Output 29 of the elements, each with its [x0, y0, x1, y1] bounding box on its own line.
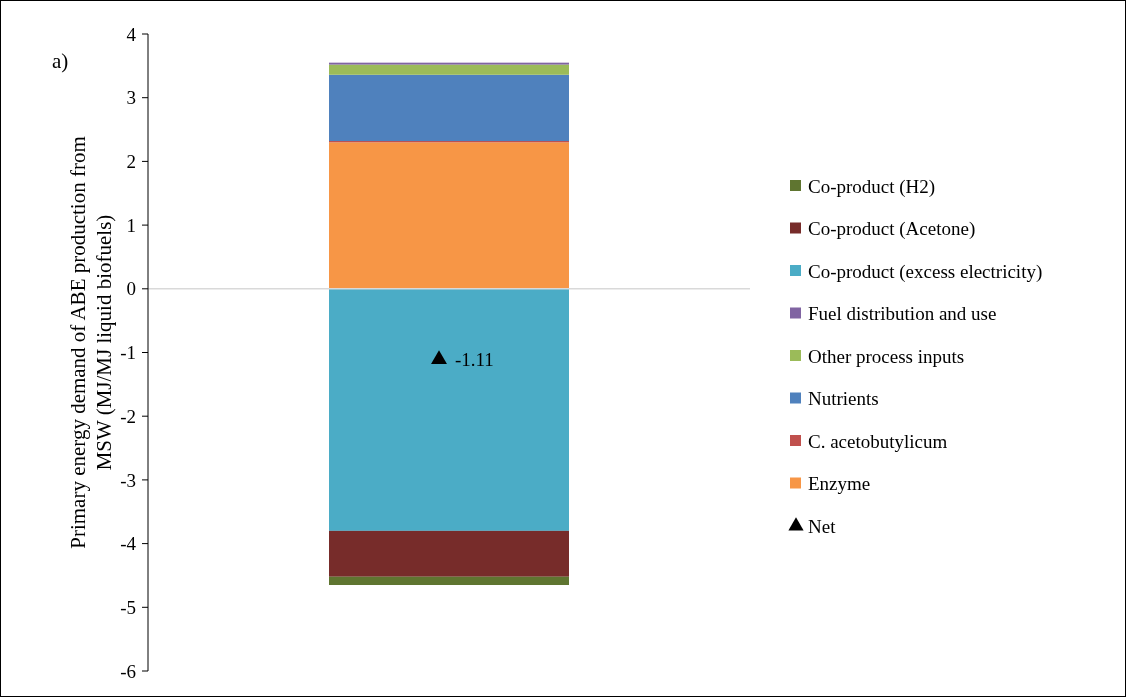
y-tick-label: -4 [120, 533, 137, 555]
legend-label: Enzyme [808, 473, 871, 495]
legend-label: Co-product (H2) [808, 175, 936, 198]
bar [329, 142, 569, 289]
legend-label: Nutrients [808, 388, 879, 410]
legend-label: Co-product (Acetone) [808, 218, 976, 241]
bar [329, 576, 569, 586]
data-label: -1.11 [455, 349, 494, 371]
y-tick-label: 3 [126, 87, 136, 109]
bar [329, 74, 569, 142]
y-tick-label: 4 [126, 23, 137, 45]
y-tick-label: 1 [126, 214, 136, 236]
text: a) [52, 49, 69, 73]
legend-label: Co-product (excess electricity) [808, 260, 1043, 283]
y-tick-label: -6 [120, 660, 136, 682]
y-tick-label: -1 [120, 342, 136, 364]
bar [329, 288, 569, 531]
y-tick-label: -5 [120, 596, 136, 618]
legend-label: Net [808, 515, 837, 537]
legend-label: Other process inputs [808, 345, 965, 367]
y-tick-label: -2 [120, 405, 136, 427]
y-axis-title: Primary energy demand of ABE production from MSW (MJ/MJ liquid biofuels) [66, 136, 116, 549]
y-tick-label: -3 [120, 469, 136, 491]
y-tick-label: 0 [126, 278, 136, 300]
bar [329, 530, 569, 577]
legend-label: C. acetobutylicum [808, 430, 948, 452]
legend-label: Fuel distribution and use [808, 303, 997, 325]
bar [329, 64, 569, 75]
y-tick-label: 2 [126, 151, 136, 173]
